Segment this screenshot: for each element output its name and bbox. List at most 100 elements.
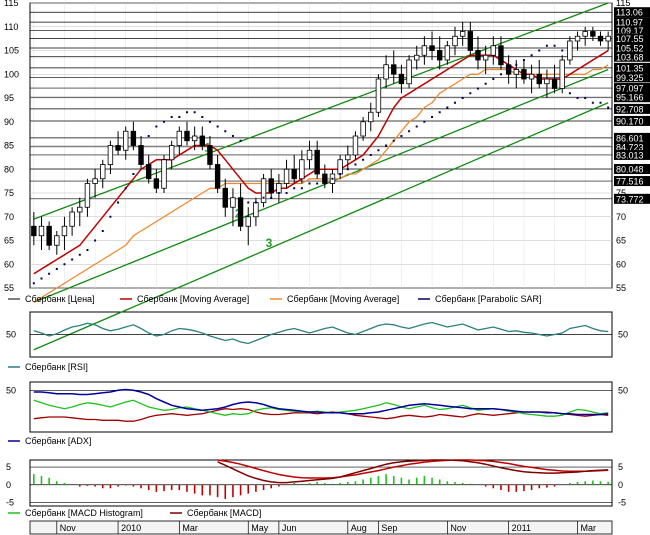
panel-tick-label: 5 bbox=[618, 462, 623, 472]
sar-dot bbox=[32, 282, 35, 285]
sar-dot bbox=[55, 268, 58, 270]
candle bbox=[123, 130, 129, 151]
candle bbox=[498, 45, 504, 66]
rsi-line bbox=[33, 321, 609, 345]
sar-dot bbox=[469, 92, 472, 95]
sar-dot bbox=[323, 177, 326, 180]
candle bbox=[513, 69, 519, 75]
sar-dot bbox=[163, 120, 166, 123]
candle bbox=[84, 183, 91, 208]
level-label: 73.772 bbox=[616, 194, 644, 204]
sar-dot bbox=[385, 144, 388, 147]
ma-long-line bbox=[33, 64, 609, 303]
sar-dot bbox=[431, 116, 434, 118]
legend-price: Сбербанк [Цена] bbox=[25, 294, 95, 304]
sar-dot bbox=[185, 111, 188, 114]
sar-dot bbox=[270, 196, 273, 199]
candle bbox=[482, 54, 489, 61]
sar-dot bbox=[262, 196, 265, 199]
level-label: 105.52 bbox=[616, 44, 644, 54]
candle bbox=[245, 216, 251, 227]
sar-dot bbox=[522, 59, 525, 61]
level-label: 92.708 bbox=[616, 104, 644, 114]
candle bbox=[268, 178, 274, 194]
candle bbox=[421, 45, 428, 56]
candle bbox=[230, 197, 236, 208]
candle bbox=[375, 78, 382, 113]
candle bbox=[459, 31, 466, 37]
macd-signal-line bbox=[217, 459, 609, 479]
level-badge bbox=[614, 17, 650, 28]
candle bbox=[276, 183, 282, 194]
sar-dot bbox=[170, 116, 173, 118]
candle bbox=[574, 35, 581, 42]
candle bbox=[153, 178, 160, 189]
candle bbox=[452, 35, 458, 47]
time-tick-label: Nov bbox=[450, 523, 467, 533]
macd-line bbox=[217, 459, 609, 484]
candle bbox=[345, 154, 351, 161]
sar-dot bbox=[117, 201, 120, 204]
sar-dot bbox=[553, 44, 556, 47]
candle bbox=[77, 206, 83, 213]
candle bbox=[291, 168, 297, 180]
candle bbox=[582, 31, 588, 37]
sar-dot bbox=[293, 187, 296, 190]
candle bbox=[597, 35, 604, 42]
legend-ma-long: Сбербанк [Moving Average] bbox=[287, 294, 399, 304]
sar-dot bbox=[231, 135, 234, 137]
sar-dot bbox=[423, 120, 426, 123]
sar-dot bbox=[346, 168, 349, 171]
level-badge bbox=[614, 132, 650, 143]
time-axis-bar bbox=[29, 520, 613, 535]
sar-dot bbox=[208, 120, 211, 123]
sar-dot bbox=[239, 139, 242, 142]
price-tick-label: 65 bbox=[616, 236, 626, 246]
candle bbox=[528, 73, 535, 80]
time-axis: Nov 2010 Mar May Jun Aug Sep Nov 2011 Mar bbox=[29, 520, 613, 535]
candle bbox=[544, 78, 550, 85]
candle bbox=[168, 145, 175, 161]
trend-label-3: 3 bbox=[266, 236, 273, 250]
price-tick-label-left: 110 bbox=[4, 22, 18, 32]
panel-tick-label: 50 bbox=[618, 330, 628, 340]
sar-dot bbox=[178, 116, 181, 118]
candle bbox=[184, 130, 190, 142]
level-label: 107.55 bbox=[616, 34, 644, 44]
candle bbox=[398, 73, 405, 85]
candle bbox=[490, 45, 496, 56]
sar-dot bbox=[545, 44, 548, 47]
price-legend: Сбербанк [Цена] Сбербанк [Moving Average… bbox=[8, 294, 541, 304]
sar-dot bbox=[377, 149, 380, 152]
sar-dot bbox=[285, 192, 288, 194]
panel-tick-label: -5 bbox=[618, 497, 626, 507]
sar-dot bbox=[484, 82, 487, 85]
panel-tick-label-left: -5 bbox=[6, 497, 14, 507]
candle bbox=[337, 159, 343, 175]
sar-dot bbox=[109, 215, 112, 218]
level-badge bbox=[614, 62, 650, 73]
candle bbox=[207, 145, 213, 165]
level-label: 95.166 bbox=[616, 93, 644, 103]
dmi-plus-line bbox=[33, 399, 609, 417]
level-label: 103.68 bbox=[616, 52, 644, 62]
candle bbox=[429, 45, 435, 51]
candle bbox=[130, 130, 137, 146]
sar-dot bbox=[94, 239, 97, 242]
candle bbox=[176, 130, 183, 146]
candle bbox=[54, 235, 60, 246]
legend-rsi: Сбербанк [RSI] bbox=[25, 362, 88, 372]
sar-dot bbox=[48, 272, 51, 275]
level-badge bbox=[614, 164, 650, 175]
level-label: 90.170 bbox=[616, 116, 644, 126]
macd-panel: 5 5 0 0 -5 -5 bbox=[6, 459, 626, 507]
rsi-panel: 50 50 bbox=[6, 321, 628, 345]
sar-dot bbox=[538, 49, 541, 52]
price-tick-label-left: 100 bbox=[4, 69, 19, 79]
candle bbox=[536, 73, 542, 85]
candle bbox=[306, 149, 313, 161]
sar-dot bbox=[354, 163, 357, 166]
candle bbox=[521, 69, 527, 80]
level-badge bbox=[614, 25, 650, 36]
candle bbox=[299, 159, 305, 180]
